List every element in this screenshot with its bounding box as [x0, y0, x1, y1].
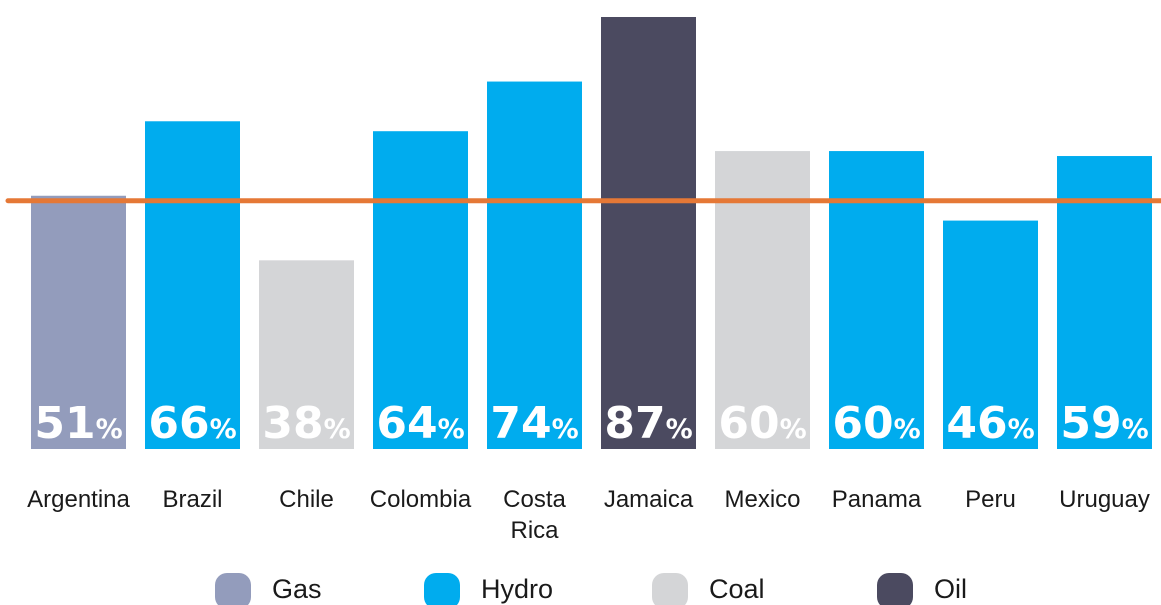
legend-swatch-coal [652, 573, 688, 605]
legend-swatch-hydro [424, 573, 460, 605]
category-label-colombia: Colombia [370, 486, 472, 513]
legend-swatch-oil [877, 573, 913, 605]
category-label-mexico: Mexico [724, 486, 800, 513]
category-label-brazil: Brazil [162, 486, 222, 513]
bar-peru [943, 220, 1038, 449]
category-label-chile: Chile [279, 486, 334, 513]
category-label-peru: Peru [965, 486, 1016, 513]
bar-colombia [373, 131, 468, 449]
category-label-costa-rica: Costa Rica [503, 486, 566, 544]
value-label-costa-rica: 74% [490, 398, 578, 449]
value-label-panama: 60% [832, 398, 920, 449]
legend-label-coal: Coal [709, 574, 765, 604]
value-label-brazil: 66% [148, 398, 236, 449]
legend-label-gas: Gas [272, 574, 322, 604]
value-label-jamaica: 87% [604, 398, 692, 449]
category-labels-group: Argentina Brazil Chile Colombia Costa Rica Jam… [27, 486, 1150, 544]
bars-group [31, 17, 1152, 449]
value-label-uruguay: 59% [1060, 398, 1148, 449]
bar-chile [259, 260, 354, 449]
category-label-argentina: Argentina [27, 486, 130, 513]
value-label-chile: 38% [262, 398, 350, 449]
value-label-colombia: 64% [376, 398, 464, 449]
value-label-argentina: 51% [34, 398, 122, 449]
value-label-peru: 46% [946, 398, 1034, 449]
bar-costa-rica [487, 81, 582, 449]
bar-brazil [145, 121, 240, 449]
value-labels-group: 51% 66% 38% 64% 74% 87% 60% 60% 46% 59% [34, 398, 1148, 449]
legend-swatch-gas [215, 573, 251, 605]
legend-label-hydro: Hydro [481, 574, 553, 604]
category-label-panama: Panama [832, 486, 922, 513]
bar-argentina [31, 195, 126, 449]
value-label-mexico: 60% [718, 398, 806, 449]
bar-jamaica [601, 17, 696, 449]
category-label-uruguay: Uruguay [1059, 486, 1150, 513]
category-label-jamaica: Jamaica [604, 486, 694, 513]
legend-label-oil: Oil [934, 574, 967, 604]
legend: Gas Hydro Coal Oil [215, 573, 967, 605]
bar-uruguay [1057, 156, 1152, 449]
